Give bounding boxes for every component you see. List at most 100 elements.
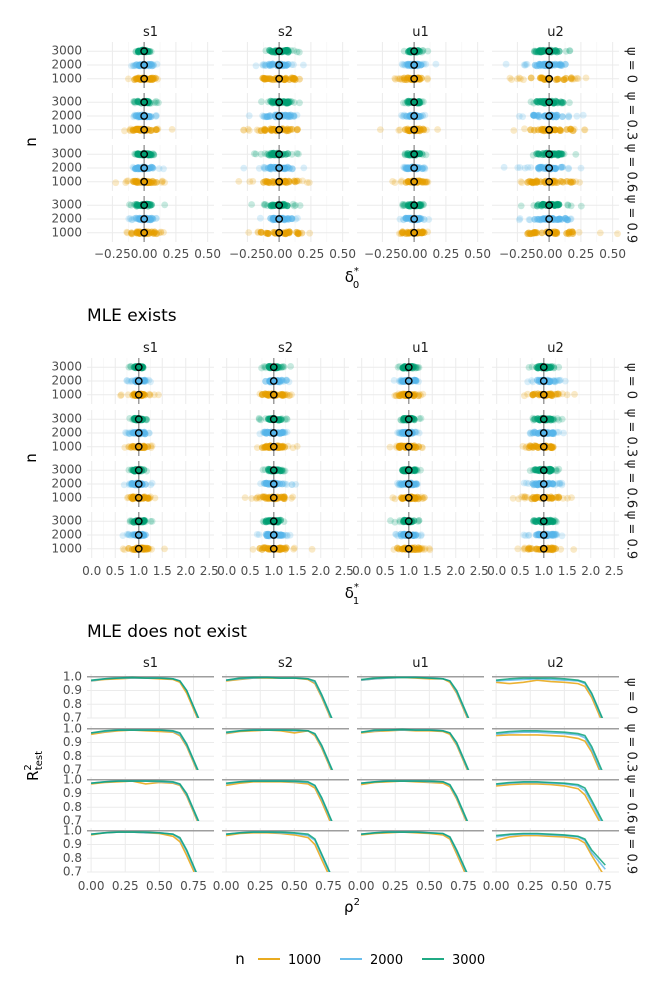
- data-point: [400, 112, 408, 120]
- data-point: [308, 545, 316, 553]
- data-point: [254, 228, 262, 236]
- facet-panel: [492, 196, 621, 242]
- data-point: [278, 467, 286, 474]
- data-point: [134, 202, 141, 209]
- y-tick-label: 2000: [51, 58, 82, 72]
- data-point: [510, 127, 518, 134]
- data-point: [577, 164, 585, 172]
- x-tick-label: 0.25: [382, 879, 409, 893]
- facet-panel: [87, 145, 214, 191]
- series-line-3000: [226, 780, 333, 821]
- data-point: [126, 215, 134, 222]
- data-point: [530, 202, 538, 209]
- series-line-2000: [361, 831, 467, 872]
- mean-marker: [269, 442, 278, 451]
- series-group: [90, 831, 198, 872]
- data-point: [518, 493, 526, 501]
- series-line-1000: [496, 679, 602, 718]
- y-tick-label: 0.8: [63, 697, 82, 711]
- x-tick-label: 0.25: [298, 247, 325, 261]
- mean-marker: [275, 164, 284, 172]
- data-point: [574, 75, 582, 82]
- data-point: [412, 215, 420, 223]
- y-tick-label: 3000: [51, 44, 82, 58]
- facet-panel: [357, 674, 484, 719]
- mean-marker: [275, 98, 284, 107]
- data-point: [235, 178, 243, 185]
- series-line-1000: [495, 834, 603, 872]
- data-point: [534, 415, 542, 422]
- data-point: [400, 74, 408, 82]
- series-line-1000: [90, 831, 196, 872]
- data-point: [548, 530, 556, 538]
- mean-marker: [134, 390, 143, 399]
- data-point: [303, 179, 311, 186]
- mean-marker: [539, 415, 548, 424]
- data-point: [395, 126, 403, 134]
- data-point: [295, 150, 302, 158]
- data-point: [256, 390, 264, 398]
- facet-panel: [87, 777, 214, 822]
- data-point: [125, 75, 132, 83]
- data-point: [523, 479, 530, 487]
- data-point: [516, 216, 523, 224]
- x-tick-label: 1.5: [423, 564, 442, 578]
- data-point: [123, 177, 131, 185]
- data-point: [421, 545, 429, 552]
- mean-marker: [545, 125, 554, 134]
- data-point: [132, 61, 140, 69]
- mean-marker: [140, 215, 149, 223]
- x-tick-label: 1.5: [288, 564, 307, 578]
- data-point: [255, 127, 263, 135]
- data-point: [290, 545, 297, 553]
- data-point: [254, 493, 262, 501]
- data-point: [262, 429, 270, 437]
- x-tick-label: 2.5: [200, 564, 219, 578]
- data-point: [278, 429, 285, 437]
- x-tick-label: 0.5: [241, 564, 260, 578]
- x-tick-label: −0.25: [499, 247, 536, 261]
- facet-panel: [222, 93, 349, 139]
- mean-marker: [269, 517, 278, 526]
- data-point: [552, 113, 560, 121]
- row-strip-label: ψ = 0.6: [624, 460, 639, 508]
- y-axis-title-sub: test: [34, 751, 45, 770]
- data-point: [418, 165, 426, 173]
- data-point: [521, 544, 528, 552]
- column-strip-label: s1: [143, 341, 158, 356]
- data-point: [424, 178, 432, 186]
- data-point: [528, 545, 535, 553]
- data-point: [581, 126, 588, 134]
- data-point: [161, 545, 168, 553]
- data-point: [280, 493, 288, 501]
- mean-marker: [404, 363, 413, 372]
- data-point: [149, 177, 156, 185]
- mean-marker: [275, 125, 284, 134]
- data-point: [129, 429, 137, 437]
- data-point: [387, 517, 394, 525]
- x-tick-label: 2.5: [470, 564, 489, 578]
- data-point: [403, 215, 410, 222]
- data-point: [153, 99, 160, 107]
- data-point: [119, 532, 127, 539]
- data-point: [554, 75, 561, 83]
- data-point: [257, 214, 264, 222]
- x-tick-label: 0.0: [487, 564, 506, 578]
- data-point: [261, 200, 269, 208]
- data-point: [152, 97, 160, 105]
- x-tick-label: 0.00: [483, 879, 510, 893]
- data-point: [405, 201, 412, 208]
- facet-panel: [357, 93, 484, 139]
- data-point: [281, 178, 289, 185]
- data-point: [260, 428, 267, 436]
- data-point: [514, 75, 521, 83]
- mean-marker: [539, 480, 548, 488]
- facet-panel: [222, 145, 349, 191]
- facet-panel: [87, 42, 214, 88]
- x-tick-label: 0.50: [464, 247, 491, 261]
- data-point: [581, 126, 589, 134]
- series-line-2000: [226, 831, 331, 872]
- data-point: [299, 177, 306, 185]
- y-tick-label: 3000: [51, 147, 82, 161]
